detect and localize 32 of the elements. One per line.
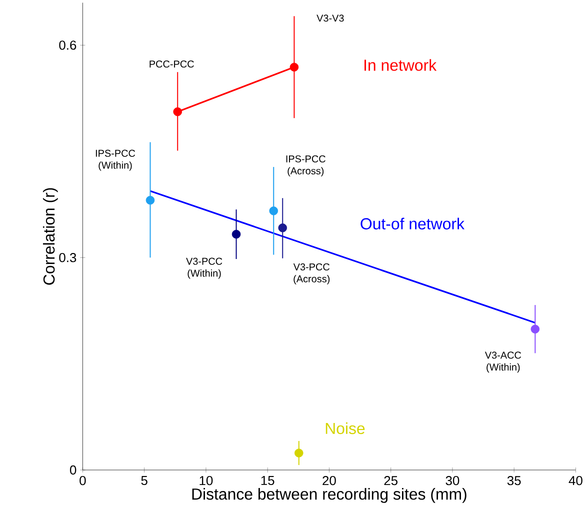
point: [232, 230, 241, 239]
x-tick-label: 25: [384, 476, 398, 486]
annotation: PCC-PCC: [150, 60, 194, 68]
x-tick-label: 10: [200, 476, 213, 486]
y-axis-title: Correlation (r): [42, 188, 58, 285]
annotation: V3-PCC (Across): [293, 263, 330, 284]
series-label: Noise: [326, 422, 365, 434]
point: [146, 196, 155, 205]
y-tick-label: 0.6: [59, 40, 76, 50]
series-label: Out-of network: [360, 218, 464, 230]
x-tick-label: 15: [261, 476, 274, 486]
point: [269, 206, 278, 216]
x-axis-title: Distance between recording sites (mm): [192, 488, 466, 503]
y-tick-label: 0: [70, 465, 76, 475]
y-tick-label: 0.3: [59, 253, 76, 262]
point: [173, 107, 182, 116]
point: [294, 448, 304, 458]
point: [290, 62, 299, 72]
annotation: IPS-PCC (Across): [286, 155, 326, 176]
annotation: V3-PCC (Within): [186, 258, 222, 279]
annotation: IPS-PCC (Within): [96, 150, 136, 171]
x-tick-label: 40: [568, 476, 582, 486]
point: [278, 223, 287, 232]
text: In network: [364, 59, 437, 71]
annotation: V3-V3: [316, 14, 344, 22]
annotation: V3-ACC (Within): [484, 352, 522, 373]
x-tick-label: 30: [446, 476, 460, 486]
x-tick-label: 35: [507, 476, 521, 486]
x-tick-label: 0: [80, 476, 86, 486]
x-tick-label: 5: [141, 476, 148, 486]
x-tick-label: 20: [322, 476, 336, 486]
point: [530, 324, 540, 334]
